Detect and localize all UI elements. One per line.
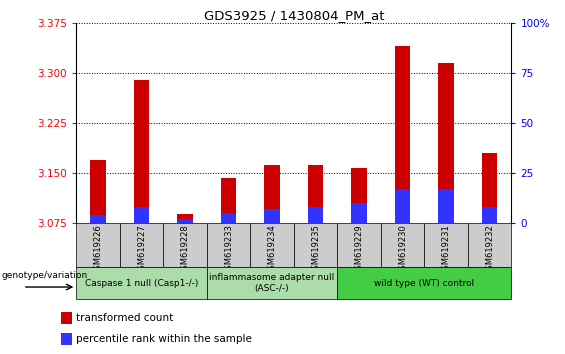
Bar xyxy=(424,223,468,267)
Bar xyxy=(177,215,193,223)
Bar xyxy=(395,46,410,223)
Title: GDS3925 / 1430804_PM_at: GDS3925 / 1430804_PM_at xyxy=(203,9,384,22)
Text: GSM619228: GSM619228 xyxy=(181,224,189,275)
Bar xyxy=(163,223,207,267)
Bar xyxy=(468,223,511,267)
Bar xyxy=(308,207,323,223)
Text: GSM619232: GSM619232 xyxy=(485,224,494,275)
Text: GSM619227: GSM619227 xyxy=(137,224,146,275)
Bar xyxy=(395,189,410,223)
Text: wild type (WT) control: wild type (WT) control xyxy=(374,279,475,288)
Bar xyxy=(351,203,367,223)
Bar xyxy=(337,223,381,267)
Text: GSM619230: GSM619230 xyxy=(398,224,407,275)
Bar xyxy=(308,165,323,223)
Bar xyxy=(134,207,149,223)
Text: transformed count: transformed count xyxy=(76,313,173,323)
Text: GSM619229: GSM619229 xyxy=(355,224,363,275)
Bar xyxy=(134,80,149,223)
Bar xyxy=(61,333,72,345)
Bar xyxy=(381,223,424,267)
Bar xyxy=(90,160,106,223)
Bar xyxy=(207,223,250,267)
Bar xyxy=(351,168,367,223)
Text: GSM619231: GSM619231 xyxy=(442,224,450,275)
Bar xyxy=(337,267,511,299)
Text: GSM619235: GSM619235 xyxy=(311,224,320,275)
Text: inflammasome adapter null
(ASC-/-): inflammasome adapter null (ASC-/-) xyxy=(210,274,334,293)
Text: GSM619233: GSM619233 xyxy=(224,224,233,275)
Bar xyxy=(482,207,497,223)
Bar xyxy=(250,223,294,267)
Text: percentile rank within the sample: percentile rank within the sample xyxy=(76,334,251,344)
Bar xyxy=(438,189,454,223)
Bar xyxy=(221,213,236,223)
Text: Caspase 1 null (Casp1-/-): Caspase 1 null (Casp1-/-) xyxy=(85,279,198,288)
Bar xyxy=(90,215,106,223)
Bar xyxy=(177,219,193,223)
Bar xyxy=(438,63,454,223)
Bar xyxy=(207,267,337,299)
Text: genotype/variation: genotype/variation xyxy=(2,271,88,280)
Bar xyxy=(264,209,280,223)
Bar xyxy=(61,312,72,324)
Text: GSM619226: GSM619226 xyxy=(94,224,102,275)
Bar xyxy=(76,267,207,299)
Bar xyxy=(294,223,337,267)
Text: GSM619234: GSM619234 xyxy=(268,224,276,275)
Bar xyxy=(482,153,497,223)
Bar xyxy=(76,223,120,267)
Bar xyxy=(120,223,163,267)
Bar xyxy=(221,178,236,223)
Bar xyxy=(264,165,280,223)
